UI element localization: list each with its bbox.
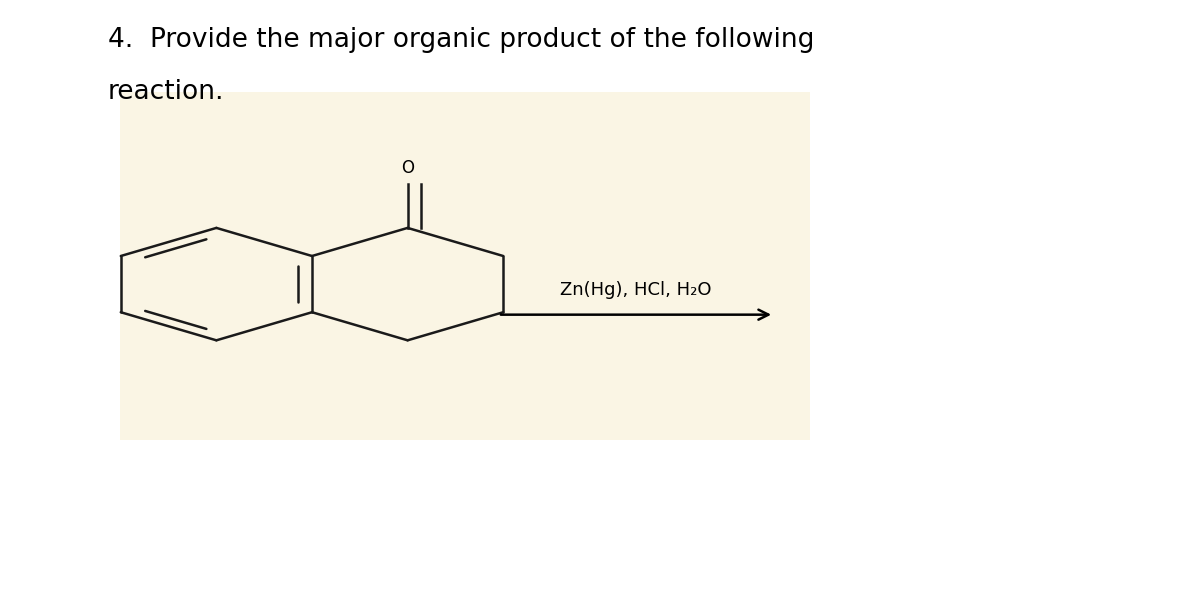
Text: reaction.: reaction. bbox=[108, 79, 224, 106]
Text: Zn(Hg), HCl, H₂O: Zn(Hg), HCl, H₂O bbox=[560, 282, 712, 299]
Text: O: O bbox=[401, 159, 414, 177]
FancyBboxPatch shape bbox=[120, 92, 810, 440]
Text: 4.  Provide the major organic product of the following: 4. Provide the major organic product of … bbox=[108, 27, 815, 54]
